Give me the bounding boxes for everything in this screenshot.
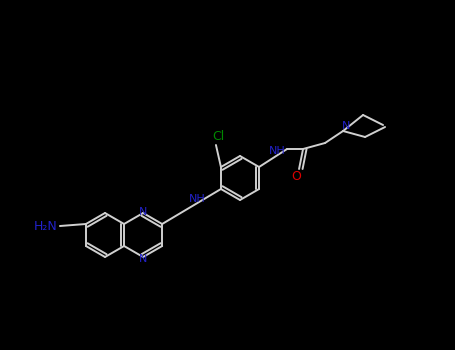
Text: N: N [139, 207, 147, 217]
Text: NH: NH [269, 146, 285, 156]
Text: N: N [139, 254, 147, 264]
Text: H₂N: H₂N [34, 219, 58, 232]
Text: O: O [291, 170, 301, 183]
Text: Cl: Cl [212, 131, 224, 144]
Text: N: N [342, 121, 350, 131]
Text: NH: NH [189, 194, 206, 203]
